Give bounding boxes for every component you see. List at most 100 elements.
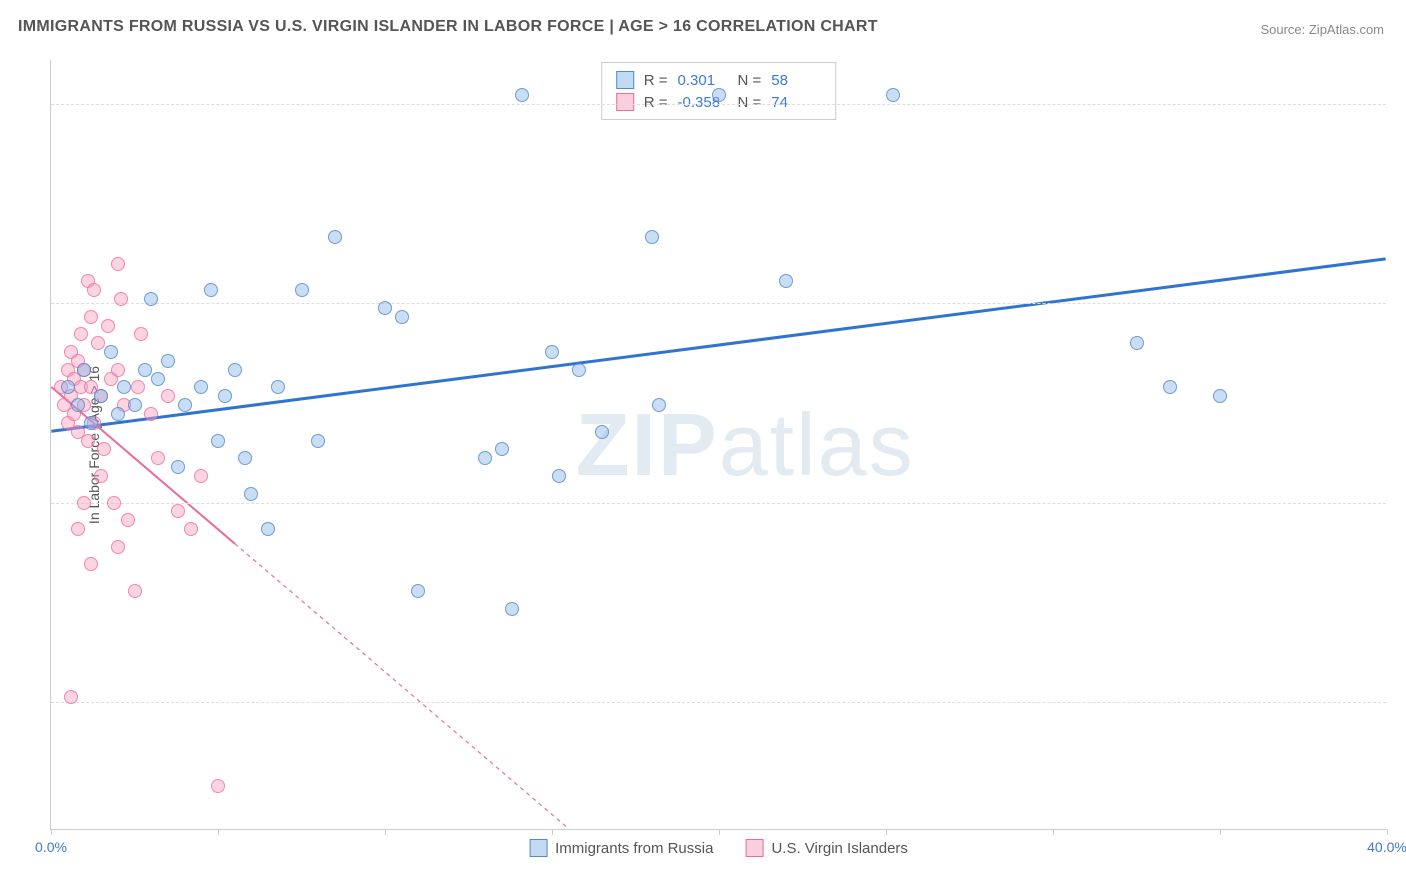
- data-point-blue: [1213, 389, 1227, 403]
- data-point-pink: [134, 327, 148, 341]
- chart-container: IMMIGRANTS FROM RUSSIA VS U.S. VIRGIN IS…: [0, 0, 1406, 892]
- data-point-blue: [111, 407, 125, 421]
- data-point-blue: [77, 363, 91, 377]
- series-legend: Immigrants from Russia U.S. Virgin Islan…: [529, 839, 908, 857]
- n-label: N =: [738, 72, 762, 89]
- r-label: R =: [644, 72, 668, 89]
- data-point-pink: [151, 451, 165, 465]
- data-point-pink: [211, 779, 225, 793]
- gridline: [51, 303, 1386, 304]
- data-point-pink: [74, 327, 88, 341]
- n-value: 58: [771, 72, 821, 89]
- data-point-pink: [128, 584, 142, 598]
- x-tick: [1387, 829, 1388, 835]
- legend-item-pink: U.S. Virgin Islanders: [745, 839, 907, 857]
- data-point-blue: [552, 469, 566, 483]
- data-point-blue: [411, 584, 425, 598]
- data-point-pink: [144, 407, 158, 421]
- chart-plot-area: In Labor Force | Age > 16 ZIPatlas R = 0…: [50, 60, 1386, 830]
- data-point-blue: [161, 354, 175, 368]
- data-point-blue: [505, 602, 519, 616]
- data-point-pink: [114, 292, 128, 306]
- x-tick: [1220, 829, 1221, 835]
- data-point-blue: [94, 389, 108, 403]
- data-point-pink: [64, 690, 78, 704]
- data-point-pink: [111, 540, 125, 554]
- data-point-blue: [171, 460, 185, 474]
- data-point-blue: [117, 380, 131, 394]
- data-point-pink: [101, 319, 115, 333]
- data-point-blue: [378, 301, 392, 315]
- legend-label: Immigrants from Russia: [555, 840, 713, 857]
- data-point-pink: [77, 496, 91, 510]
- data-point-blue: [1163, 380, 1177, 394]
- y-tick-label: 77.5%: [1391, 295, 1406, 311]
- watermark-rest: atlas: [719, 395, 915, 494]
- x-tick: [719, 829, 720, 835]
- x-tick: [552, 829, 553, 835]
- data-point-blue: [144, 292, 158, 306]
- data-point-blue: [178, 398, 192, 412]
- data-point-blue: [244, 487, 258, 501]
- data-point-pink: [161, 389, 175, 403]
- watermark: ZIPatlas: [576, 394, 915, 496]
- data-point-pink: [121, 513, 135, 527]
- gridline: [51, 104, 1386, 105]
- swatch-pink-icon: [616, 93, 634, 111]
- chart-title: IMMIGRANTS FROM RUSSIA VS U.S. VIRGIN IS…: [18, 18, 878, 36]
- data-point-blue: [572, 363, 586, 377]
- data-point-pink: [131, 380, 145, 394]
- gridline: [51, 503, 1386, 504]
- data-point-pink: [87, 283, 101, 297]
- data-point-pink: [111, 363, 125, 377]
- data-point-blue: [238, 451, 252, 465]
- data-point-blue: [228, 363, 242, 377]
- data-point-pink: [107, 496, 121, 510]
- source-label: Source: ZipAtlas.com: [1260, 22, 1384, 37]
- swatch-pink-icon: [745, 839, 763, 857]
- data-point-blue: [295, 283, 309, 297]
- legend-item-blue: Immigrants from Russia: [529, 839, 713, 857]
- data-point-blue: [779, 274, 793, 288]
- data-point-pink: [194, 469, 208, 483]
- data-point-blue: [211, 434, 225, 448]
- data-point-blue: [71, 398, 85, 412]
- data-point-blue: [595, 425, 609, 439]
- data-point-blue: [261, 522, 275, 536]
- n-value: 74: [771, 94, 821, 111]
- data-point-blue: [204, 283, 218, 297]
- data-point-blue: [104, 345, 118, 359]
- data-point-pink: [184, 522, 198, 536]
- x-tick-label: 40.0%: [1367, 839, 1406, 855]
- data-point-blue: [151, 372, 165, 386]
- r-label: R =: [644, 94, 668, 111]
- data-point-pink: [171, 504, 185, 518]
- data-point-blue: [138, 363, 152, 377]
- watermark-bold: ZIP: [576, 395, 719, 494]
- data-point-blue: [218, 389, 232, 403]
- n-label: N =: [738, 94, 762, 111]
- data-point-blue: [886, 88, 900, 102]
- legend-label: U.S. Virgin Islanders: [771, 840, 907, 857]
- x-tick: [1053, 829, 1054, 835]
- gridline: [51, 702, 1386, 703]
- x-tick: [51, 829, 52, 835]
- data-point-pink: [97, 442, 111, 456]
- trendlines-svg: [51, 60, 1386, 829]
- data-point-blue: [712, 88, 726, 102]
- data-point-pink: [81, 434, 95, 448]
- data-point-blue: [194, 380, 208, 394]
- data-point-pink: [71, 522, 85, 536]
- data-point-blue: [328, 230, 342, 244]
- data-point-blue: [545, 345, 559, 359]
- data-point-blue: [128, 398, 142, 412]
- data-point-blue: [515, 88, 529, 102]
- data-point-blue: [645, 230, 659, 244]
- data-point-blue: [495, 442, 509, 456]
- data-point-blue: [1130, 336, 1144, 350]
- data-point-blue: [478, 451, 492, 465]
- data-point-blue: [395, 310, 409, 324]
- swatch-blue-icon: [616, 71, 634, 89]
- x-tick: [886, 829, 887, 835]
- data-point-pink: [91, 336, 105, 350]
